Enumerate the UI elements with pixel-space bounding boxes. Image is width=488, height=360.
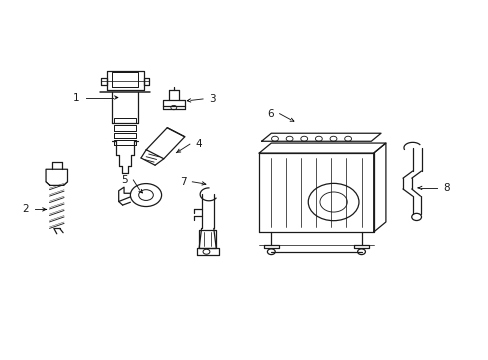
- Text: 2: 2: [22, 204, 29, 215]
- Text: 6: 6: [266, 109, 273, 119]
- Text: 1: 1: [73, 93, 80, 103]
- Text: 4: 4: [195, 139, 202, 149]
- Text: 8: 8: [443, 183, 449, 193]
- Text: 7: 7: [180, 177, 186, 187]
- Text: 5: 5: [121, 175, 127, 185]
- Text: 3: 3: [209, 94, 216, 104]
